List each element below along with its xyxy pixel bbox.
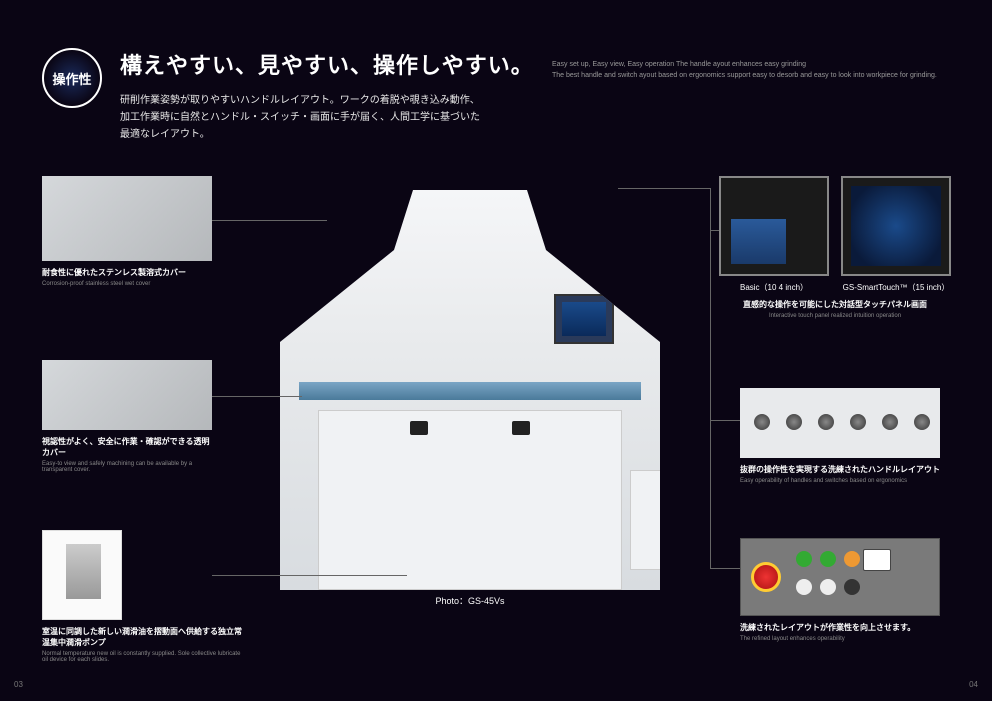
english-summary: Easy set up, Easy view, Easy operation T… [552, 60, 952, 81]
feature-caption-en: Normal temperature new oil is constantly… [42, 651, 242, 663]
panel-smart: GS-SmartTouch™（15 inch） [841, 176, 951, 293]
feature-touch-panels: Basic（10 4 inch） GS-SmartTouch™（15 inch）… [710, 176, 960, 319]
connector-line [212, 396, 302, 397]
connector-line [710, 420, 740, 421]
machine-illustration [280, 190, 660, 590]
panel-button-icon [844, 551, 860, 567]
feature-caption-en: Corrosion-proof stainless steel wet cove… [42, 281, 212, 287]
connector-line [212, 220, 327, 221]
feature-caption-en: Easy-to view and safely machining can be… [42, 461, 212, 473]
lead-line: 最適なレイアウト。 [120, 126, 952, 143]
en-line: Easy set up, Easy view, Easy operation T… [552, 60, 952, 71]
panel-label: Basic（10 4 inch） [719, 282, 829, 293]
machine-screen-icon [554, 294, 614, 344]
feature-caption-jp: 直感的な操作を可能にした対話型タッチパネル画面 [710, 299, 960, 310]
lead-line: 研削作業姿勢が取りやすいハンドルレイアウト。ワークの着脱や覗き込み動作、 [120, 92, 952, 109]
feature-caption-en: The refined layout enhances operability [740, 636, 940, 642]
knob-icon [754, 414, 770, 430]
panel-button-icon [796, 551, 812, 567]
lead-text: 研削作業姿勢が取りやすいハンドルレイアウト。ワークの着脱や覗き込み動作、 加工作… [120, 92, 952, 143]
feature-image [740, 538, 940, 616]
feature-operation-panel: 洗練されたレイアウトが作業性を向上させます。 The refined layou… [740, 538, 940, 642]
panel-pair: Basic（10 4 inch） GS-SmartTouch™（15 inch） [710, 176, 960, 293]
connector-line [710, 568, 740, 569]
lead-line: 加工作業時に自然とハンドル・スイッチ・画面に手が届く、人間工学に基づいた [120, 109, 952, 126]
knob-icon [818, 414, 834, 430]
feature-caption-jp: 耐食性に優れたステンレス製溶式カバー [42, 267, 212, 278]
feature-caption-jp: 室温に同調した新しい潤滑油を摺動面へ供給する独立常温集中潤滑ポンプ [42, 626, 242, 648]
brochure-spread: 操作性 構えやすい、見やすい、操作しやすい。 研削作業姿勢が取りやすいハンドルレ… [0, 0, 992, 701]
hero-machine: Photo：GS-45Vs [280, 190, 660, 590]
machine-table-icon [299, 382, 641, 400]
panel-screen-icon [719, 176, 829, 276]
panel-button-icon [820, 579, 836, 595]
category-badge: 操作性 [42, 48, 102, 108]
feature-handle-layout: 抜群の操作性を実現する洗練されたハンドルレイアウト Easy operabili… [740, 388, 940, 484]
feature-image [740, 388, 940, 458]
content-area: Photo：GS-45Vs 耐食性に優れたステンレス製溶式カバー Corrosi… [0, 170, 992, 671]
panel-basic: Basic（10 4 inch） [719, 176, 829, 293]
connector-line [618, 188, 710, 189]
feature-caption-en: Easy operability of handles and switches… [740, 478, 940, 484]
feature-caption-jp: 抜群の操作性を実現する洗練されたハンドルレイアウト [740, 464, 940, 475]
knob-icon [914, 414, 930, 430]
feature-caption-en: Interactive touch panel realized intuiti… [710, 313, 960, 319]
button-row [796, 579, 929, 595]
knob-icon [882, 414, 898, 430]
page-number-right: 04 [969, 680, 978, 689]
panel-label: GS-SmartTouch™（15 inch） [841, 282, 951, 293]
machine-side-unit-icon [630, 470, 690, 570]
panel-screen-icon [841, 176, 951, 276]
feature-lubrication-pump: 室温に同調した新しい潤滑油を摺動面へ供給する独立常温集中潤滑ポンプ Normal… [42, 530, 242, 663]
machine-base-icon [318, 410, 622, 590]
feature-image [42, 176, 212, 261]
knob-icon [786, 414, 802, 430]
panel-button-icon [844, 579, 860, 595]
feature-caption-jp: 洗練されたレイアウトが作業性を向上させます。 [740, 622, 940, 633]
page-number-left: 03 [14, 680, 23, 689]
feature-image [42, 530, 122, 620]
en-line: The best handle and switch ayout based o… [552, 71, 952, 82]
feature-caption-jp: 視認性がよく、安全に作業・確認ができる透明カバー [42, 436, 212, 458]
knob-icon [850, 414, 866, 430]
feature-stainless-cover: 耐食性に優れたステンレス製溶式カバー Corrosion-proof stain… [42, 176, 212, 287]
feature-image [42, 360, 212, 430]
panel-button-icon [820, 551, 836, 567]
panel-button-icon [796, 579, 812, 595]
photo-caption: Photo：GS-45Vs [280, 594, 660, 607]
meter-icon [863, 549, 891, 571]
emergency-stop-icon [751, 562, 781, 592]
feature-transparent-cover: 視認性がよく、安全に作業・確認ができる透明カバー Easy-to view an… [42, 360, 212, 473]
